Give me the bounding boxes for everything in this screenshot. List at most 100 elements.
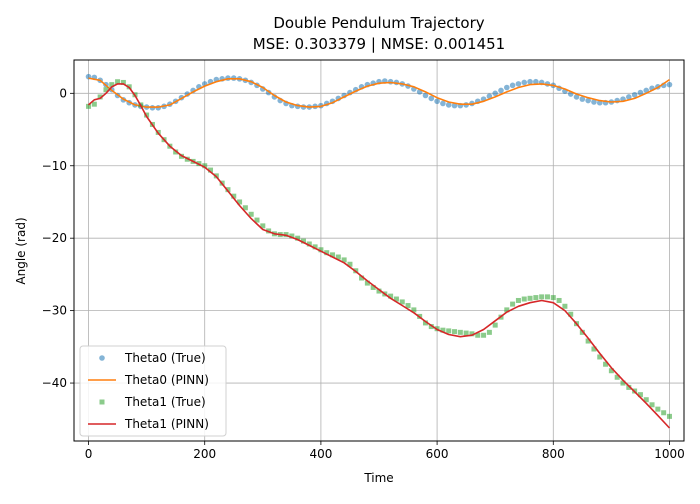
series-point-2 [666,413,672,419]
series-point-2 [260,223,266,229]
legend-label: Theta1 (True) [124,395,206,409]
legend-entry: Theta0 (True) [99,351,206,365]
series-point-0 [422,92,429,99]
series-point-2 [469,331,475,337]
y-tick-label: 0 [59,86,67,100]
series-point-2 [556,297,562,303]
series-point-0 [440,100,446,107]
series-point-2 [486,329,492,335]
x-tick-label: 200 [193,447,216,461]
series-point-2 [324,250,330,256]
series-point-2 [318,247,324,253]
series-point-2 [626,384,632,390]
legend-marker-swatch [99,399,105,405]
legend-label: Theta0 (PINN) [124,373,209,387]
series-point-2 [231,193,237,199]
legend-marker-swatch [99,355,105,361]
series-point-0 [626,94,632,100]
series-point-2 [335,254,341,260]
series-point-2 [115,79,121,85]
legend: Theta0 (True) Theta0 (PINN) Theta1 (True) T… [79,345,227,437]
x-tick-label: 1000 [654,447,685,461]
series-point-2 [225,187,231,193]
y-tick-label: −20 [42,231,67,245]
series-point-0 [504,84,510,91]
series-point-2 [649,402,655,408]
series-point-2 [620,380,626,386]
plot-frame [73,59,685,442]
series-point-2 [527,295,533,301]
series-point-2 [312,244,318,250]
series-point-2 [550,295,556,301]
series-point-2 [208,167,214,173]
series-point-2 [521,296,527,302]
series-point-0 [521,79,528,86]
series-point-2 [300,238,306,244]
series-point-2 [237,199,243,205]
x-axis-label: Time [363,471,393,485]
series-point-2 [109,82,115,88]
series-point-0 [445,102,452,108]
series-point-2 [440,327,446,333]
series-point-2 [388,293,394,299]
series-point-2 [393,296,399,302]
series-point-0 [509,82,516,89]
series-point-2 [370,284,376,290]
series-point-2 [504,307,510,313]
series-point-2 [202,163,208,169]
series-point-2 [446,328,452,334]
series-point-2 [295,235,301,241]
series-point-2 [411,307,417,313]
series-point-2 [614,374,620,380]
series-point-2 [655,406,661,412]
series-point-2 [481,332,487,338]
series-point-2 [97,94,103,100]
legend-box [79,345,227,437]
legend-entry: Theta1 (PINN) [88,417,209,431]
series-point-2 [364,280,370,286]
series-line-3 [87,83,671,429]
series-point-0 [486,93,493,100]
series-point-2 [539,294,545,300]
series-point-2 [173,149,179,155]
series-point-2 [91,101,97,107]
series-point-2 [376,288,382,294]
series-point-2 [661,410,667,416]
series-point-2 [475,332,481,338]
legend-entry: Theta0 (PINN) [88,373,209,387]
series-point-2 [591,346,597,352]
series-point-2 [103,87,109,93]
series-point-0 [428,95,435,102]
series-point-2 [120,79,126,85]
legend-entry: Theta1 (True) [99,395,206,409]
y-tick-label: −10 [42,159,67,173]
chart-subtitle: MSE: 0.303379 | NMSE: 0.001451 [253,35,505,53]
series-point-2 [562,303,568,309]
legend-label: Theta1 (PINN) [124,417,209,431]
series-point-2 [86,103,92,109]
series-point-0 [637,89,644,96]
x-tick-label: 400 [309,447,332,461]
series-point-2 [608,368,614,374]
series-point-2 [330,252,336,258]
series-point-0 [492,90,498,97]
series-point-0 [527,78,533,85]
x-tick-label: 600 [426,447,449,461]
series-point-0 [434,98,440,105]
series-point-2 [603,361,609,367]
series-point-2 [341,257,347,263]
series-point-2 [289,233,295,239]
legend-label: Theta0 (True) [124,351,206,365]
series-point-2 [306,241,312,247]
y-tick-label: −40 [42,376,67,390]
series-point-0 [631,91,638,98]
series-point-2 [585,338,591,344]
series-point-2 [242,205,248,211]
series-point-2 [533,295,539,301]
series-point-0 [585,97,591,104]
series-point-0 [533,78,539,85]
series-point-0 [573,94,580,100]
series-point-0 [579,96,586,102]
series-point-2 [399,299,405,305]
